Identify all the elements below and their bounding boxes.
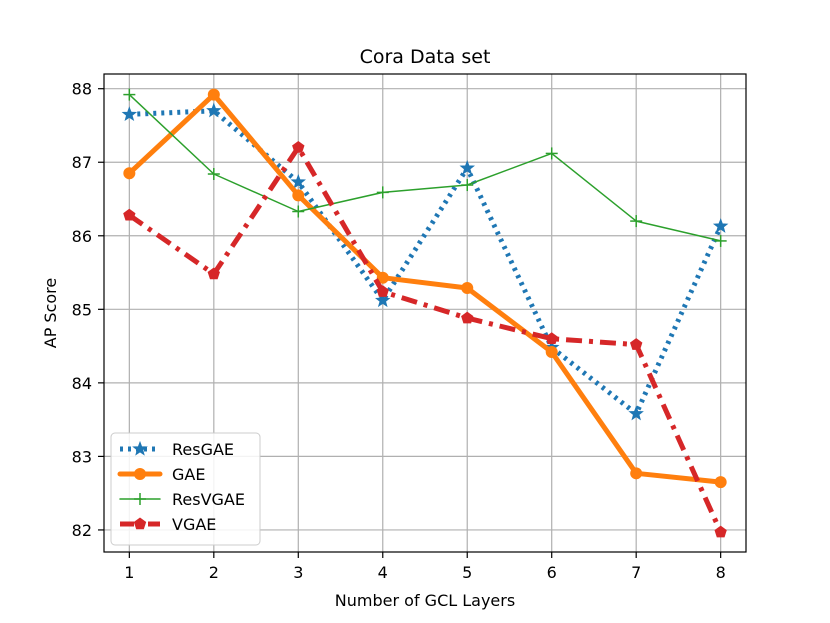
x-tick-label: 1 [124,563,134,582]
ResGAE-star-marker [206,102,222,118]
y-tick-label: 84 [72,374,92,393]
GAE-circle-marker [461,281,474,294]
GAE-circle-marker [630,467,643,480]
x-axis-label: Number of GCL Layers [335,591,515,610]
legend-label-VGAE: VGAE [172,515,216,534]
GAE-circle-marker [714,476,727,489]
VGAE-pentagon-marker [207,267,220,280]
ResGAE-star-marker [712,218,729,233]
ResVGAE-plus-marker [376,186,389,199]
x-tick-label: 5 [462,563,472,582]
plot-frame [103,73,747,553]
ResGAE-star-marker [459,159,476,175]
VGAE-pentagon-marker [123,208,136,221]
ResGAE-line [129,108,723,417]
VGAE-pentagon-marker [714,525,727,538]
series-VGAE [123,141,727,538]
x-tick-label: 7 [631,563,641,582]
y-tick-label: 86 [72,227,92,246]
series-layer [121,88,729,538]
legend-box [110,432,261,546]
x-tick-label: 2 [209,563,219,582]
VGAE-pentagon-marker [292,141,305,153]
x-tick-label: 3 [293,563,303,582]
ResVGAE-plus-marker [461,179,474,192]
ResVGAE-plus-marker [123,88,136,101]
GAE-circle-marker [545,345,558,358]
legend: ResGAE GAE ResVGAE VGAE [110,432,261,546]
series-GAE [123,88,727,489]
VGAE-line [127,145,723,534]
ResGAE-star-marker [132,440,148,456]
VGAE-pentagon-marker [461,311,474,324]
ResVGAE-plus-marker [292,205,305,218]
VGAE-pentagon-marker [545,332,558,344]
y-tick-label: 85 [72,300,92,319]
ResGAE-star-marker [290,173,306,189]
x-tick-label: 4 [378,563,388,582]
y-tick-label: 88 [72,80,92,99]
x-tick-label: 8 [716,563,726,582]
ResGAE-star-marker [628,405,644,421]
ResVGAE-plus-marker [207,168,220,181]
VGAE-pentagon-marker [630,338,643,350]
y-axis-label: AP Score [41,278,60,349]
ResVGAE-plus-marker [134,493,146,505]
ResVGAE-plus-marker [630,215,643,228]
legend-label-ResGAE: ResGAE [172,440,234,459]
GAE-line [126,92,724,485]
axes: 1 2 3 4 5 6 7 8 82 83 84 85 86 87 88 [72,80,726,582]
GAE-circle-marker [292,189,305,202]
VGAE-pentagon-marker [376,285,389,297]
GAE-circle-marker [134,468,146,480]
ResGAE-star-marker [121,106,138,122]
x-tick-label: 6 [547,563,557,582]
ResGAE-star-marker [375,292,391,308]
y-tick-label: 82 [72,521,92,540]
legend-label-GAE: GAE [172,465,205,484]
GAE-circle-marker [376,271,389,284]
series-ResVGAE [123,88,727,247]
VGAE-pentagon-marker [133,517,147,530]
GAE-circle-marker [123,167,136,180]
legend-label-ResVGAE: ResVGAE [172,490,245,509]
ResVGAE-line [128,93,722,242]
y-tick-label: 83 [72,447,92,466]
ResVGAE-plus-marker [545,147,558,160]
ResVGAE-plus-marker [714,234,727,247]
chart-title: Cora Data set [360,46,491,68]
y-tick-label: 87 [72,153,92,172]
GAE-circle-marker [207,88,220,101]
